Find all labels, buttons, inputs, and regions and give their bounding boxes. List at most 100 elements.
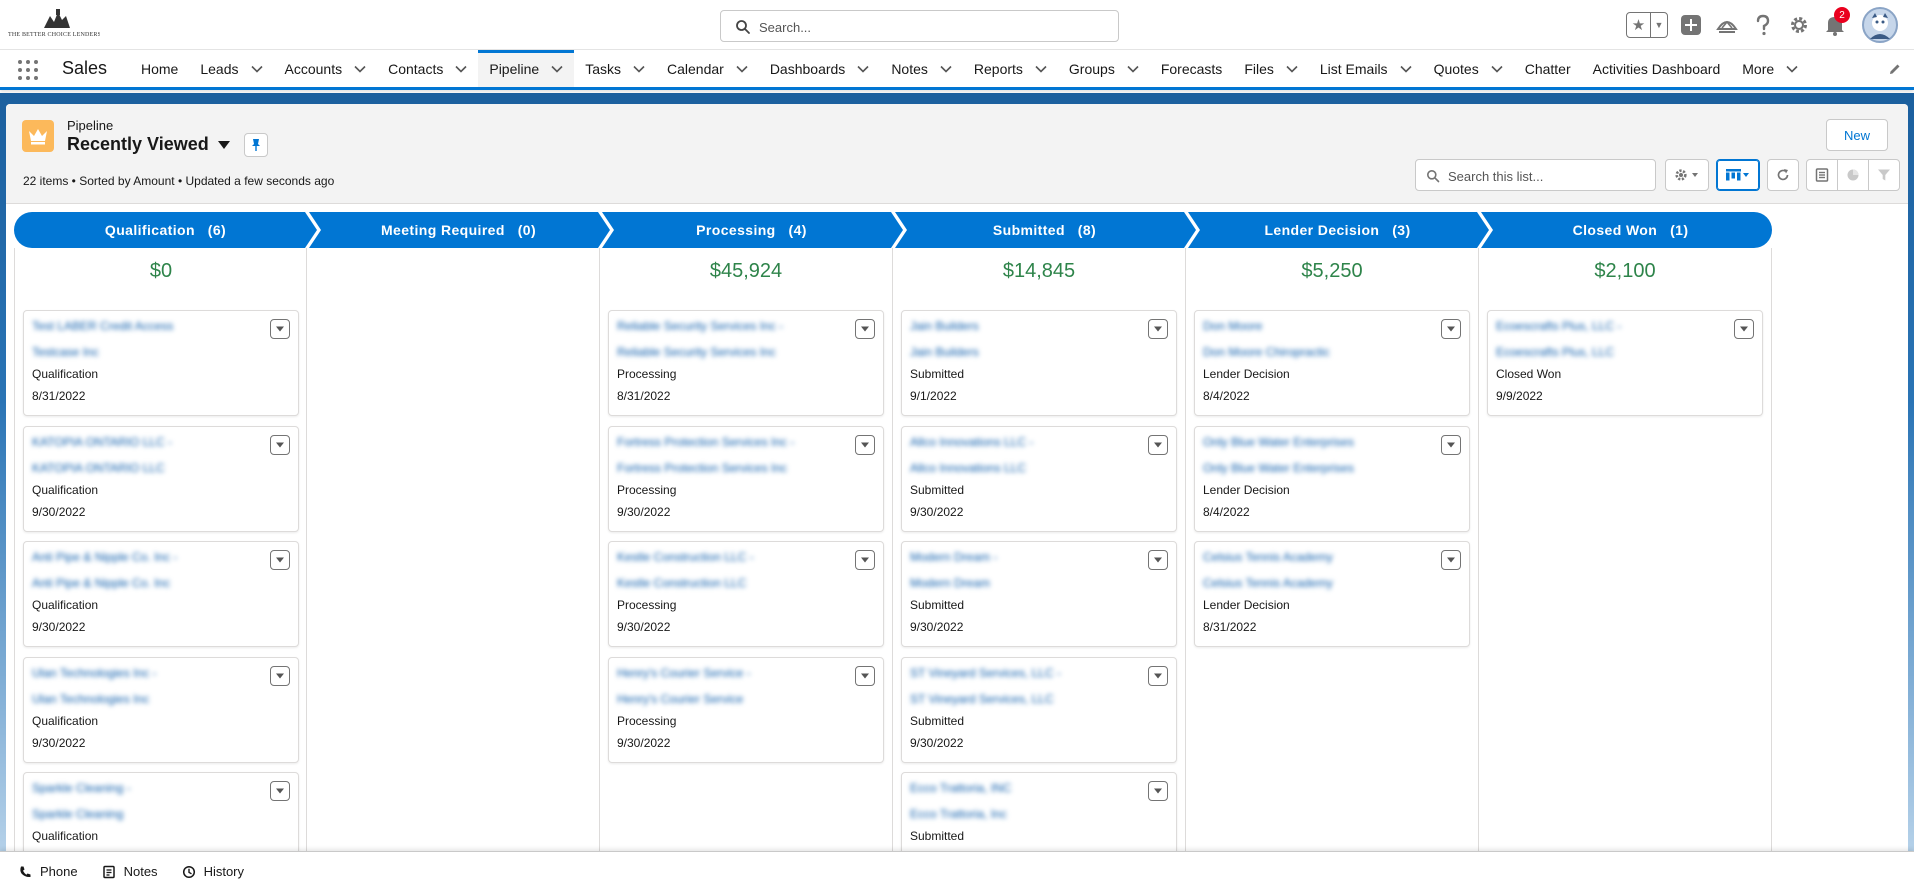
opportunity-card[interactable]: Ecoescrafts Plus, LLC - Ecoescrafts Plus,… (1487, 310, 1763, 416)
opportunity-card[interactable]: Jain Builders Jain Builders Submitted 9/1/2… (901, 310, 1177, 416)
stage-path-segment[interactable] (14, 212, 317, 248)
chevron-down-icon[interactable]: ▼ (1654, 20, 1664, 30)
pin-list-view-button[interactable] (244, 133, 268, 157)
chevron-down-icon[interactable] (857, 65, 869, 73)
global-search-input[interactable] (759, 17, 1099, 37)
opportunity-card[interactable]: Kestle Construction LLC - Kestle Construc… (608, 541, 884, 647)
account-name-link[interactable]: Don Moore Chiropractic (1203, 345, 1330, 359)
opportunity-card[interactable]: Sparkle Cleaning - Sparkle Cleaning Qualif… (23, 772, 299, 864)
app-launcher-icon[interactable] (18, 60, 38, 80)
favorites-group[interactable]: ★ ▼ (1626, 12, 1668, 38)
account-name-link[interactable]: Ecco Trattoria, Inc (910, 807, 1007, 821)
account-name-link[interactable]: Anti Pipe & Nipple Co. Inc (32, 576, 171, 590)
chevron-down-icon[interactable] (940, 65, 952, 73)
account-name-link[interactable]: Jain Builders (910, 345, 979, 359)
account-name-link[interactable]: Reliable Security Services Inc (617, 345, 776, 359)
card-menu-button[interactable] (855, 665, 875, 686)
edit-nav-icon[interactable] (1888, 62, 1902, 76)
nav-item-quotes[interactable]: Quotes (1423, 50, 1514, 87)
opportunity-card[interactable]: Henry's Courier Service - Henry's Courier… (608, 656, 884, 763)
account-name-link[interactable]: Kestle Construction LLC (617, 576, 747, 590)
account-name-link[interactable]: Only Blue Water Enterprises (1203, 460, 1354, 475)
card-menu-button[interactable] (1148, 781, 1168, 801)
opportunity-card[interactable]: Test LABER Credit Access Testcase Inc Qual… (23, 310, 299, 416)
card-menu-button[interactable] (270, 781, 290, 801)
global-actions-button[interactable] (1678, 12, 1704, 38)
account-name-link[interactable]: Ecoescrafts Plus, LLC (1496, 345, 1615, 359)
opportunity-card[interactable]: Ulan Technologies Inc - Ulan Technologies… (23, 656, 299, 763)
chevron-down-icon[interactable] (736, 65, 748, 73)
stage-path-segment[interactable] (895, 212, 1196, 248)
nav-item-pipeline[interactable]: Pipeline (478, 50, 575, 87)
chevron-down-icon[interactable] (1399, 65, 1412, 73)
user-avatar[interactable] (1862, 7, 1898, 43)
account-name-link[interactable]: Modern Dream (910, 576, 991, 590)
nav-item-accounts[interactable]: Accounts (274, 50, 378, 87)
opportunity-card[interactable]: ST Vineyard Services, LLC - ST Vineyard S… (901, 656, 1177, 763)
setup-button[interactable] (1786, 12, 1812, 38)
chevron-down-icon[interactable] (1127, 65, 1139, 73)
nav-item-reports[interactable]: Reports (963, 50, 1058, 87)
nav-item-groups[interactable]: Groups (1058, 50, 1150, 87)
stage-header[interactable]: Qualification (6) (24, 212, 307, 248)
opportunity-name-link[interactable]: Ulan Technologies Inc - (32, 665, 157, 680)
nav-item-forecasts[interactable]: Forecasts (1150, 50, 1233, 87)
list-search[interactable] (1415, 159, 1656, 191)
nav-item-calendar[interactable]: Calendar (656, 50, 759, 87)
opportunity-card[interactable]: Modern Dream - Modern Dream Submitted 9/30/… (901, 541, 1177, 647)
list-settings-button[interactable] (1665, 159, 1709, 191)
opportunity-name-link[interactable]: Only Blue Water Enterprises (1203, 434, 1354, 449)
card-menu-button[interactable] (1148, 665, 1168, 686)
opportunity-name-link[interactable]: KATOPIA ONTARIO LLC - (32, 434, 173, 449)
opportunity-card[interactable]: Fortress Protection Services Inc - Fortre… (608, 425, 884, 532)
opportunity-card[interactable]: Celsius Tennis Academy Celsius Tennis Aca… (1194, 541, 1470, 647)
card-menu-button[interactable] (1148, 319, 1168, 339)
account-name-link[interactable]: ST Vineyard Services, LLC (910, 691, 1054, 706)
chevron-down-icon[interactable] (551, 65, 563, 73)
card-menu-button[interactable] (270, 665, 290, 686)
account-name-link[interactable]: Celsius Tennis Academy (1203, 576, 1333, 590)
opportunity-name-link[interactable]: Henry's Courier Service - (617, 665, 751, 680)
card-menu-button[interactable] (1441, 319, 1461, 339)
stage-path-segment[interactable] (602, 212, 903, 248)
card-menu-button[interactable] (855, 319, 875, 339)
chevron-down-icon[interactable] (1035, 65, 1047, 73)
nav-item-notes[interactable]: Notes (880, 50, 963, 87)
chevron-down-icon[interactable] (250, 65, 263, 73)
card-menu-button[interactable] (1441, 434, 1461, 455)
opportunity-name-link[interactable]: Jain Builders (910, 319, 979, 333)
account-name-link[interactable]: Ulan Technologies Inc (32, 691, 150, 706)
opportunity-card[interactable]: Reliable Security Services Inc - Reliable… (608, 310, 884, 416)
card-menu-button[interactable] (270, 434, 290, 455)
opportunity-name-link[interactable]: Reliable Security Services Inc - (617, 319, 784, 333)
nav-item-leads[interactable]: Leads (189, 50, 273, 87)
opportunity-name-link[interactable]: Fortress Protection Services Inc - (617, 434, 795, 449)
opportunity-name-link[interactable]: ST Vineyard Services, LLC - (910, 665, 1061, 680)
opportunity-name-link[interactable]: Modern Dream - (910, 550, 998, 564)
chevron-down-icon[interactable] (1491, 65, 1503, 73)
opportunity-name-link[interactable]: Don Moore (1203, 319, 1263, 333)
account-name-link[interactable]: KATOPIA ONTARIO LLC (32, 460, 165, 475)
opportunity-card[interactable]: Only Blue Water Enterprises Only Blue Wat… (1194, 425, 1470, 532)
opportunity-card[interactable]: KATOPIA ONTARIO LLC - KATOPIA ONTARIO LLC… (23, 425, 299, 532)
opportunity-name-link[interactable]: Allco Innovations LLC - (910, 434, 1034, 449)
stage-path-segment[interactable] (1481, 212, 1772, 248)
nav-item-home[interactable]: Home (130, 50, 189, 87)
account-name-link[interactable]: Allco Innovations LLC (910, 460, 1027, 475)
nav-item-contacts[interactable]: Contacts (377, 50, 478, 87)
trailhead-button[interactable] (1714, 12, 1740, 38)
card-menu-button[interactable] (270, 319, 290, 339)
chevron-down-icon[interactable] (1786, 65, 1798, 73)
edit-list-button[interactable] (1806, 159, 1838, 191)
nav-item-tasks[interactable]: Tasks (574, 50, 656, 87)
stage-path-segment[interactable] (309, 212, 610, 248)
stage-header[interactable]: Closed Won (1) (1489, 212, 1772, 248)
stage-header[interactable]: Lender Decision (3) (1196, 212, 1479, 248)
card-menu-button[interactable] (1148, 434, 1168, 455)
utility-item-notes[interactable]: Notes (90, 852, 170, 891)
help-button[interactable] (1750, 12, 1776, 38)
company-logo[interactable]: THE BETTER CHOICE LENDERS (8, 6, 100, 40)
stage-header[interactable]: Processing (4) (610, 212, 893, 248)
nav-item-files[interactable]: Files (1233, 50, 1309, 87)
account-name-link[interactable]: Testcase Inc (32, 345, 99, 359)
